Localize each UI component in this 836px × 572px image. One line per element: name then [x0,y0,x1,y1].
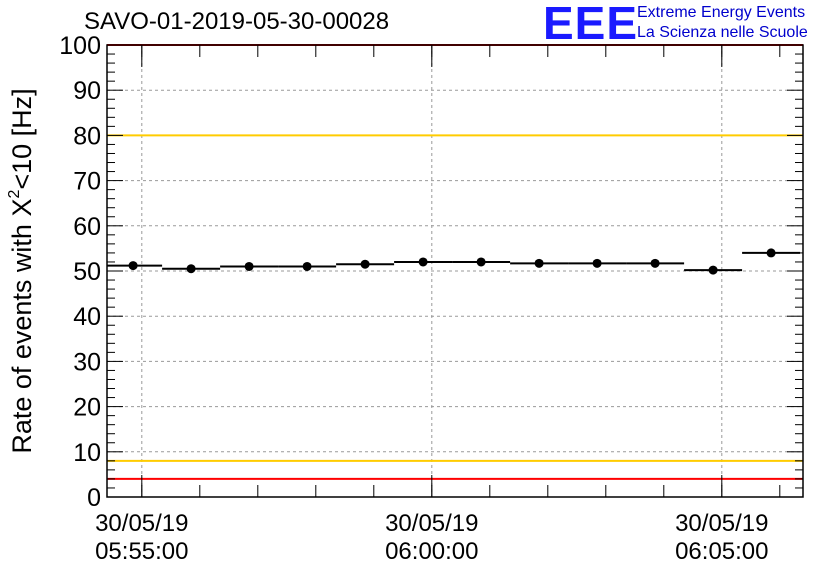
y-tick-label: 50 [73,258,101,286]
x-tick-label-date: 30/05/19 [385,510,478,537]
x-tick-label-time: 05:55:00 [95,538,188,565]
y-tick-label: 30 [73,348,101,376]
data-point [186,264,196,274]
y-tick-label: 70 [73,168,101,196]
y-tick-label: 20 [73,394,101,422]
y-tick-label: 100 [59,32,101,60]
data-point [708,265,718,275]
data-point [476,257,486,267]
grid [107,45,803,497]
data-point [244,261,254,271]
logo-caption-2: La Scienza nelle Scuole [637,24,808,41]
data-point [128,261,138,271]
y-tick-label: 90 [73,77,101,105]
data-point [766,248,776,258]
axes: 010203040506070809010030/05/1905:55:0030… [59,32,804,565]
data-point [534,258,544,268]
data-point [592,258,602,268]
y-tick-label: 60 [73,213,101,241]
y-tick-label: 40 [73,303,101,331]
data-point [360,259,370,269]
eee-logo: EEE [543,0,639,49]
y-tick-label: 80 [73,122,101,150]
x-tick-label-time: 06:00:00 [385,538,478,565]
chart-title: SAVO-01-2019-05-30-00028 [84,8,390,35]
data-point [650,258,660,268]
data-series [107,248,801,275]
y-tick-label: 10 [73,439,101,467]
logo-caption-1: Extreme Energy Events [637,4,806,21]
y-tick-label: 0 [87,484,101,512]
x-tick-label-date: 30/05/19 [675,510,768,537]
data-point [418,257,428,267]
x-tick-label-time: 06:05:00 [675,538,768,565]
data-point [302,261,312,271]
x-tick-label-date: 30/05/19 [95,510,188,537]
